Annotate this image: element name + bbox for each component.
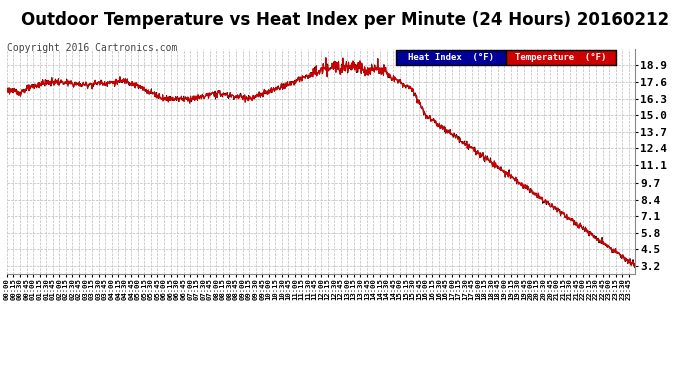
Text: Copyright 2016 Cartronics.com: Copyright 2016 Cartronics.com bbox=[7, 43, 177, 53]
Text: Outdoor Temperature vs Heat Index per Minute (24 Hours) 20160212: Outdoor Temperature vs Heat Index per Mi… bbox=[21, 11, 669, 29]
